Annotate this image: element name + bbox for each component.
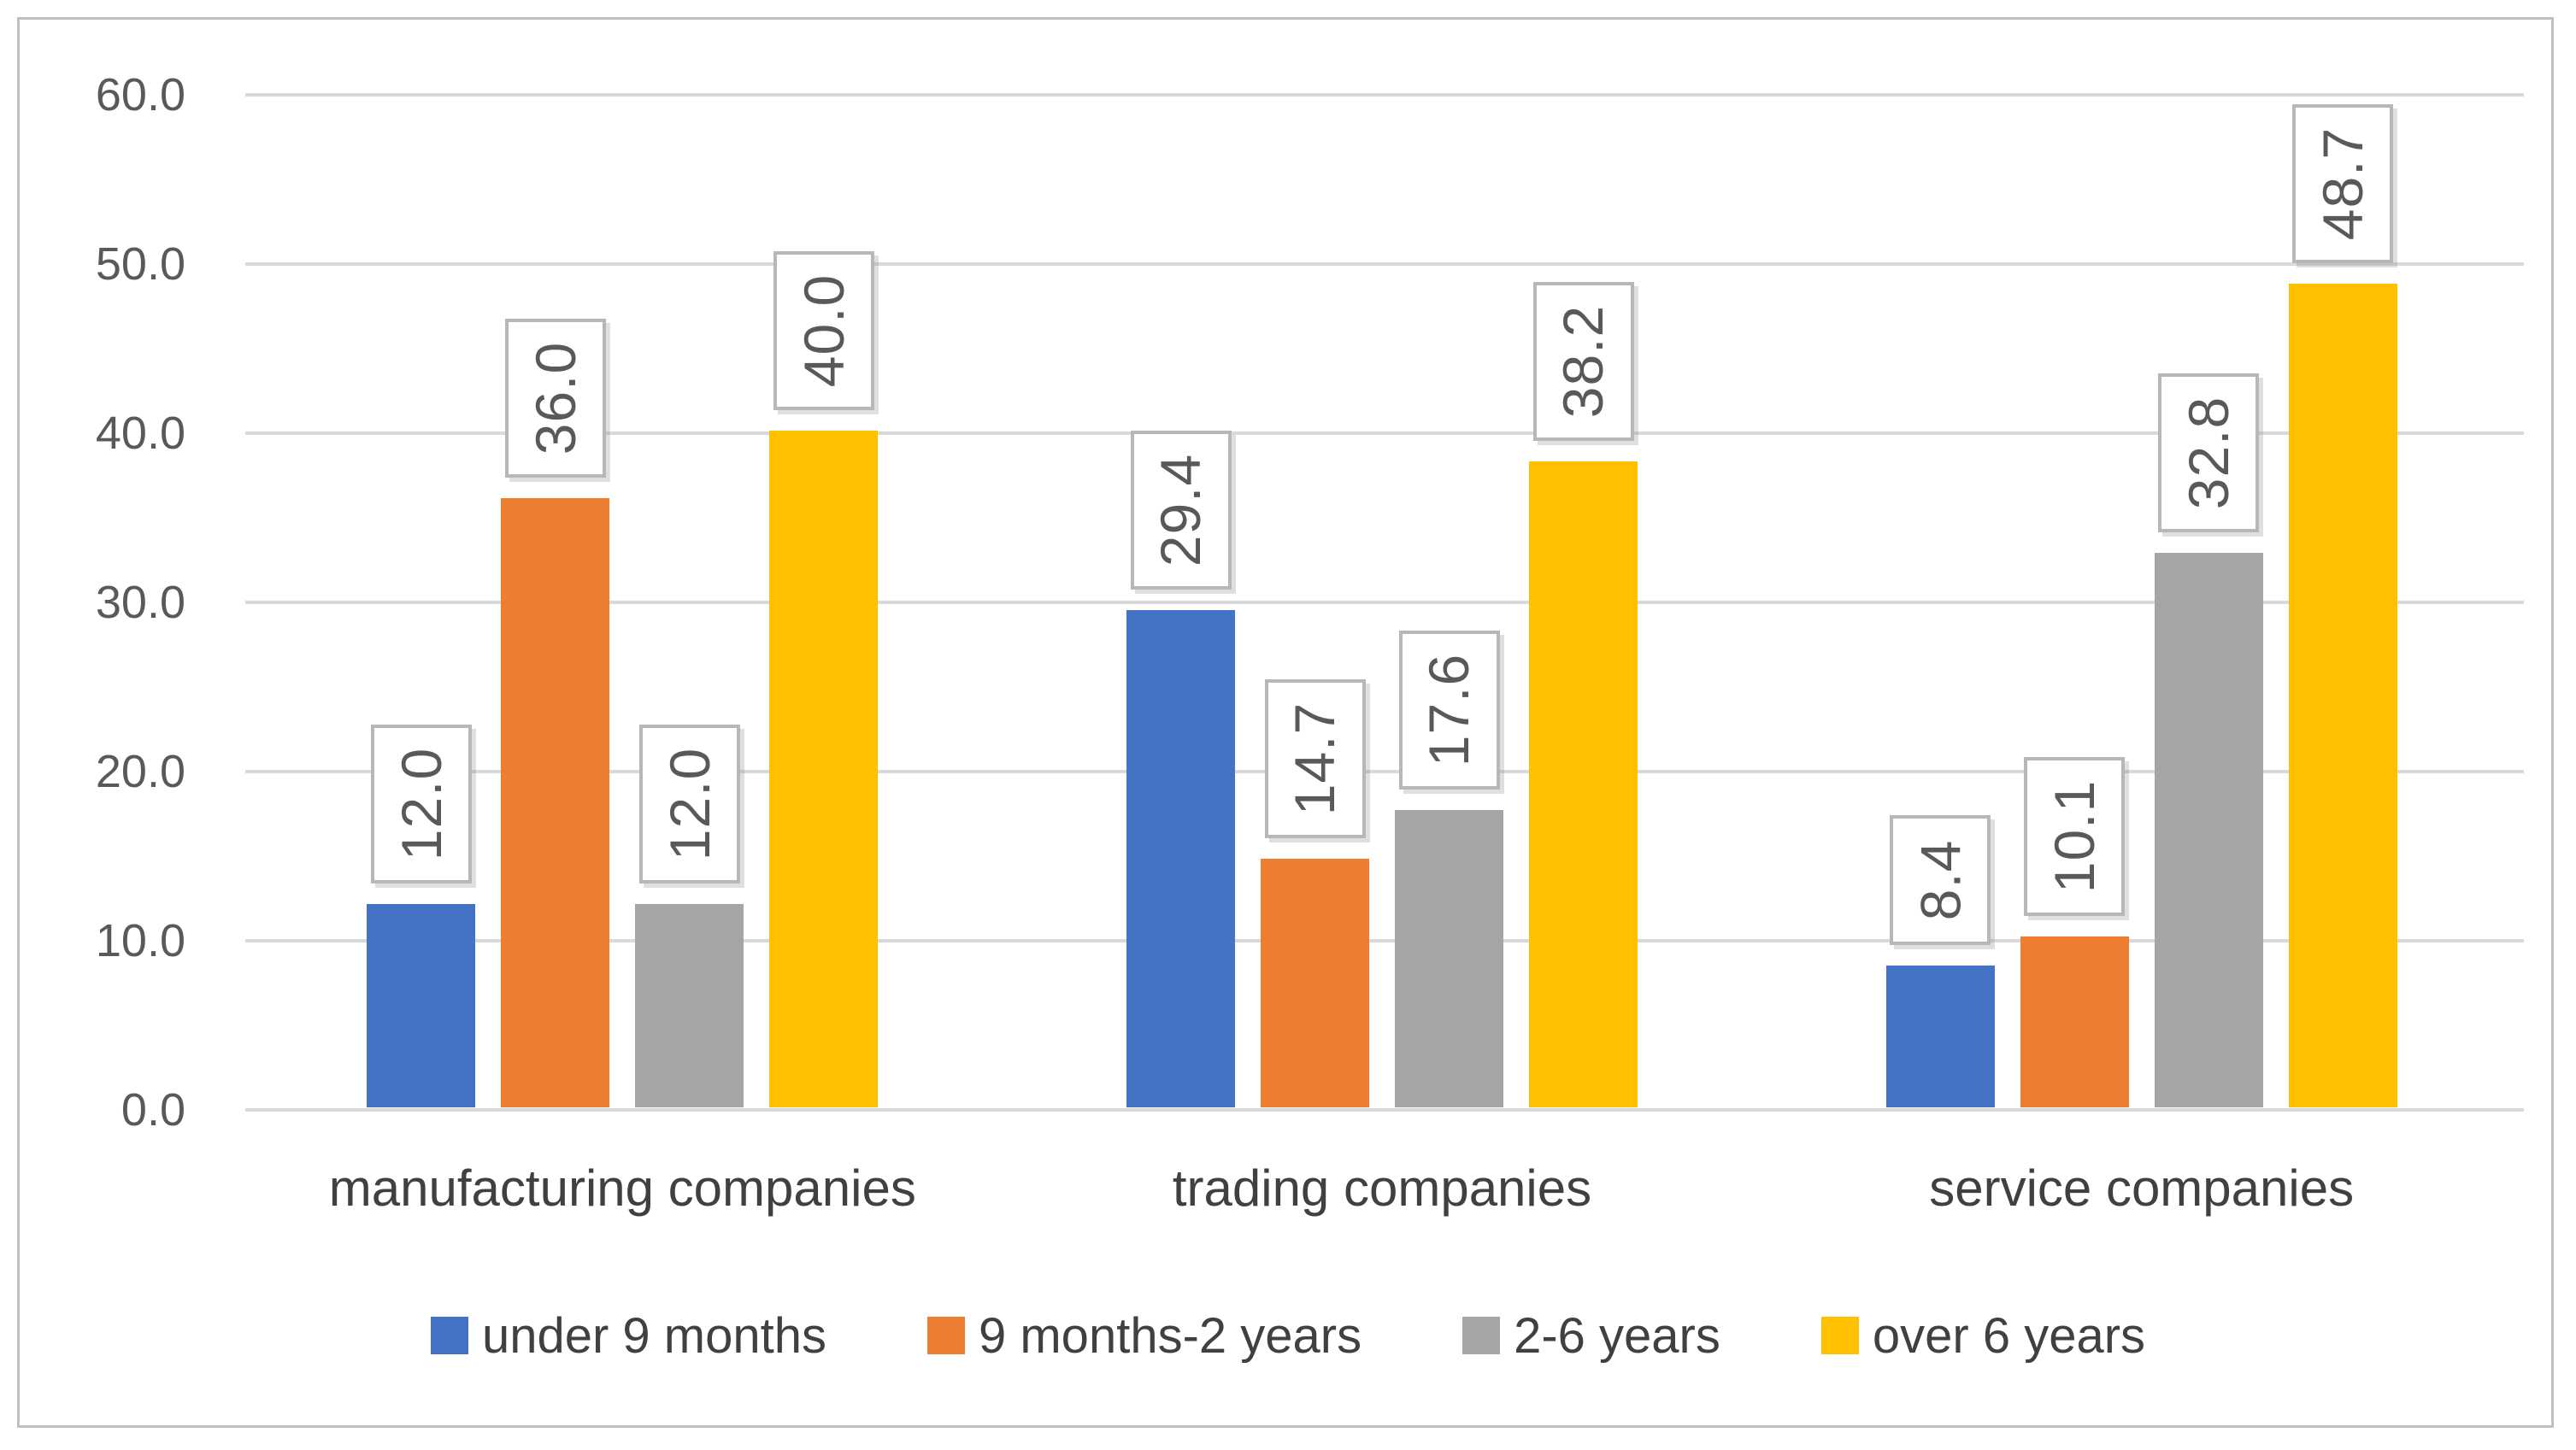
legend-item-over-6-years: over 6 years xyxy=(1820,1307,2146,1365)
data-label-box-under-9-months-manufacturing-companies: 12.0 xyxy=(370,725,472,884)
gridline-30 xyxy=(245,601,2524,604)
bar-9-months-2-years-manufacturing-companies xyxy=(501,498,610,1107)
gridline-50 xyxy=(245,262,2524,266)
bar-9-months-2-years-service-companies xyxy=(2020,936,2129,1107)
legend-item-9-months-2-years: 9 months-2 years xyxy=(927,1307,1362,1365)
data-label-value: 10.1 xyxy=(2043,779,2107,894)
legend-item-2-6-years: 2-6 years xyxy=(1462,1307,1720,1365)
y-axis-tick-label: 30.0 xyxy=(95,577,185,628)
legend-swatch-icon xyxy=(927,1317,965,1354)
legend-item-label: over 6 years xyxy=(1872,1307,2146,1364)
bar-over-6-years-manufacturing-companies xyxy=(769,431,879,1107)
bar-2-6-years-trading-companies xyxy=(1395,809,1503,1107)
data-label-value: 8.4 xyxy=(1908,839,1973,921)
legend-item-under-9-months: under 9 months xyxy=(430,1307,826,1365)
data-label-box-2-6-years-service-companies: 32.8 xyxy=(2158,373,2260,532)
legend: under 9 months 9 months-2 years 2-6 years o… xyxy=(0,1289,2576,1382)
x-category-label-trading-companies: trading companies xyxy=(1172,1159,1592,1217)
data-label-box-9-months-2-years-manufacturing-companies: 36.0 xyxy=(504,319,606,478)
data-label-box-over-6-years-manufacturing-companies: 40.0 xyxy=(773,251,874,410)
data-label-value: 36.0 xyxy=(523,341,587,455)
y-axis-tick-label: 0.0 xyxy=(121,1084,185,1136)
plot-area: 0.0 10.0 20.0 30.0 40.0 50.0 60.0 xyxy=(20,20,2551,1425)
bar-under-9-months-trading-companies xyxy=(1126,609,1235,1107)
chart-frame: 0.0 10.0 20.0 30.0 40.0 50.0 60.0 xyxy=(17,17,2554,1428)
data-label-value: 32.8 xyxy=(2177,396,2241,509)
bar-under-9-months-service-companies xyxy=(1885,965,1995,1107)
x-category-label-service-companies: service companies xyxy=(1929,1159,2355,1217)
data-label-box-2-6-years-trading-companies: 17.6 xyxy=(1398,630,1500,790)
y-axis-tick-label: 20.0 xyxy=(95,746,185,797)
data-label-value: 12.0 xyxy=(657,748,721,861)
data-label-box-2-6-years-manufacturing-companies: 12.0 xyxy=(638,725,740,884)
y-axis-tick-label: 50.0 xyxy=(95,238,185,290)
data-label-value: 40.0 xyxy=(791,273,856,388)
data-label-value: 17.6 xyxy=(1417,653,1481,766)
legend-swatch-icon xyxy=(430,1317,468,1354)
bar-under-9-months-manufacturing-companies xyxy=(367,904,476,1107)
bar-over-6-years-trading-companies xyxy=(1529,461,1638,1107)
bar-2-6-years-service-companies xyxy=(2154,552,2263,1107)
y-axis-tick-label: 10.0 xyxy=(95,915,185,966)
legend-swatch-icon xyxy=(1820,1317,1859,1354)
legend-item-label: 9 months-2 years xyxy=(979,1307,1362,1364)
bar-2-6-years-manufacturing-companies xyxy=(635,904,744,1107)
data-label-box-over-6-years-service-companies: 48.7 xyxy=(2292,103,2394,263)
gridline-10 xyxy=(245,939,2524,942)
data-label-value: 12.0 xyxy=(389,748,453,861)
y-axis-tick-label: 40.0 xyxy=(95,408,185,459)
legend-item-label: under 9 months xyxy=(481,1307,826,1364)
gridline-0 xyxy=(245,1108,2524,1112)
data-label-value: 29.4 xyxy=(1149,453,1213,567)
x-category-label-manufacturing-companies: manufacturing companies xyxy=(328,1159,916,1217)
data-label-value: 14.7 xyxy=(1283,702,1347,816)
legend-swatch-icon xyxy=(1462,1317,1501,1354)
legend-item-label: 2-6 years xyxy=(1514,1307,1720,1364)
gridline-60 xyxy=(245,93,2524,97)
data-label-box-9-months-2-years-trading-companies: 14.7 xyxy=(1264,678,1366,838)
gridline-40 xyxy=(245,431,2524,435)
bar-over-6-years-service-companies xyxy=(2288,283,2397,1107)
data-label-box-9-months-2-years-service-companies: 10.1 xyxy=(2024,757,2126,917)
data-label-box-under-9-months-service-companies: 8.4 xyxy=(1890,814,1991,945)
y-axis-tick-label: 60.0 xyxy=(95,69,185,120)
bar-9-months-2-years-trading-companies xyxy=(1261,858,1369,1107)
data-label-value: 48.7 xyxy=(2311,126,2375,240)
data-label-box-under-9-months-trading-companies: 29.4 xyxy=(1130,430,1232,590)
data-label-box-over-6-years-trading-companies: 38.2 xyxy=(1532,281,1634,441)
data-label-value: 38.2 xyxy=(1551,304,1615,418)
gridline-20 xyxy=(245,770,2524,773)
